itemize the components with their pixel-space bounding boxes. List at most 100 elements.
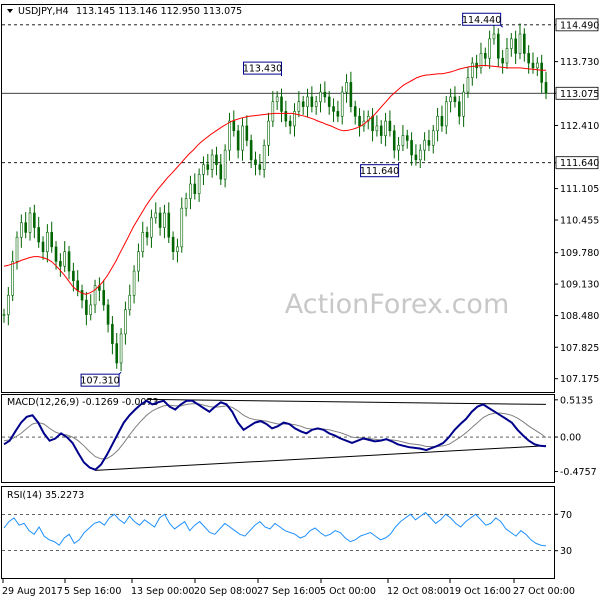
- candle-body: [392, 130, 396, 151]
- price-tick-label: 110.455: [560, 216, 599, 227]
- candle-body: [202, 164, 205, 175]
- macd-tick-label: -0.4757: [560, 467, 597, 478]
- ohlc-label: 113.145 113.146 112.950 113.075: [76, 6, 242, 17]
- candle-body: [258, 164, 262, 170]
- macd-tick-label: 0.00: [560, 433, 581, 444]
- symbol-dropdown-icon[interactable]: [7, 9, 13, 13]
- candle-body: [457, 101, 461, 117]
- annotation-box: [360, 164, 400, 178]
- candle-body: [488, 38, 491, 59]
- candle-body: [215, 154, 218, 165]
- candle-body: [145, 232, 149, 238]
- candle-body: [236, 130, 240, 151]
- candle-body: [223, 149, 227, 180]
- candle-body: [262, 144, 266, 170]
- candle-body: [314, 101, 318, 107]
- price-level-label: 111.640: [560, 158, 599, 169]
- candle-body: [449, 96, 452, 103]
- candle-body: [137, 251, 140, 272]
- candle-body: [523, 33, 526, 54]
- price-tick-label: 109.780: [560, 248, 599, 259]
- rsi-tick-label: 30: [560, 546, 572, 557]
- candle-body: [267, 120, 270, 146]
- candle-body: [210, 154, 214, 170]
- candle-body: [536, 62, 539, 69]
- time-tick-label: 12 Oct 08:00: [387, 586, 449, 597]
- candle-body: [492, 33, 496, 40]
- annotation-box: [80, 373, 120, 387]
- candle-body: [249, 140, 253, 161]
- candle-body: [124, 309, 127, 335]
- candle-body: [119, 333, 123, 364]
- candle-body: [271, 101, 275, 122]
- candle-body: [141, 232, 145, 253]
- candle-body: [115, 343, 119, 364]
- candle-body: [219, 164, 223, 180]
- candle-body: [501, 57, 504, 64]
- candle-body: [2, 314, 6, 316]
- candle-body: [371, 115, 374, 132]
- candle-body: [293, 111, 296, 127]
- price-tick-label: 108.480: [560, 311, 599, 322]
- candle-body: [76, 280, 80, 291]
- candle-body: [531, 62, 535, 69]
- candle-body: [63, 251, 67, 267]
- candle-body: [167, 212, 171, 238]
- price-tick-label: 109.130: [560, 280, 599, 291]
- candle-body: [366, 115, 370, 122]
- candle-body: [184, 198, 188, 209]
- candle-body: [358, 115, 361, 127]
- candle-body: [59, 261, 62, 267]
- rsi-plot: 70 30: [2, 510, 572, 557]
- candle-body: [128, 294, 132, 311]
- candle-body: [310, 96, 314, 107]
- candle-body: [228, 120, 231, 151]
- candle-body: [111, 323, 114, 344]
- rsi-line: [3, 511, 547, 547]
- annotation-label: 113.430: [243, 64, 282, 75]
- candle-body: [301, 101, 305, 107]
- candle-body: [379, 125, 383, 136]
- macd-title: MACD(12,26,9) -0.1269 -0.0073: [7, 397, 159, 408]
- candle-body: [375, 125, 379, 132]
- candle-body: [171, 236, 175, 253]
- candle-body: [427, 140, 431, 146]
- candle-body: [15, 236, 19, 262]
- price-level-badge: [555, 18, 599, 32]
- candle-body: [46, 232, 49, 253]
- candle-body: [410, 140, 413, 156]
- candle-body: [397, 144, 400, 151]
- candle-body: [483, 53, 487, 59]
- candle-body: [80, 290, 84, 301]
- candle-body: [85, 299, 88, 315]
- time-tick-label: 20 Sep 08:00: [194, 586, 257, 597]
- annotation-label: 114.440: [462, 15, 501, 26]
- candle-body: [189, 183, 192, 199]
- candle-body: [163, 212, 166, 228]
- symbol-label: USDJPY,H4: [18, 6, 69, 17]
- candle-body: [24, 222, 27, 233]
- candle-body: [327, 96, 331, 107]
- candle-body: [470, 62, 474, 78]
- candle-body: [7, 294, 10, 315]
- candle-body: [102, 290, 106, 306]
- candle-body: [245, 125, 249, 141]
- price-annotations: 107.310 113.430 111.640 114.440: [80, 12, 503, 387]
- candle-body: [466, 77, 470, 93]
- price-levels: [2, 24, 554, 164]
- candle-body: [254, 159, 257, 165]
- annotation-label: 107.310: [80, 376, 119, 387]
- rsi-title: RSI(14) 35.2273: [7, 490, 84, 501]
- annotation-pointer: [500, 24, 503, 28]
- price-tick-label: 113.730: [560, 57, 599, 68]
- candle-body: [505, 48, 509, 64]
- price-tick-label: 107.175: [560, 374, 599, 385]
- price-level-label: 114.490: [560, 20, 599, 31]
- candle-body: [540, 62, 543, 83]
- candle-body: [297, 101, 301, 112]
- time-tick-label: 29 Aug 2017: [2, 586, 63, 597]
- candle-body: [323, 91, 327, 98]
- candle-body: [444, 101, 448, 127]
